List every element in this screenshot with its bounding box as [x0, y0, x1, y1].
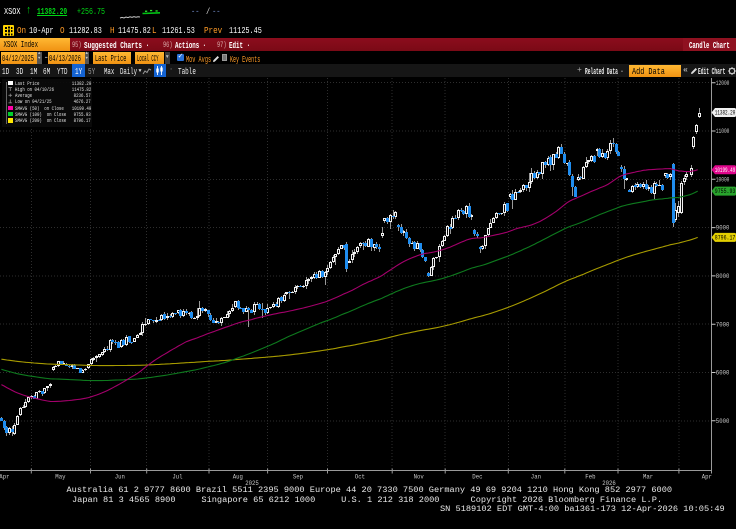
svg-text:Apr: Apr	[0, 474, 10, 481]
svg-text:May: May	[55, 474, 65, 481]
svg-text:Mar: Mar	[643, 474, 653, 481]
svg-text:Sep: Sep	[293, 474, 303, 481]
svg-text:5000: 5000	[716, 418, 730, 425]
svg-text:10199.49: 10199.49	[715, 167, 736, 174]
svg-text:7000: 7000	[716, 321, 730, 328]
svg-text:Jan: Jan	[531, 474, 541, 481]
svg-text:12000: 12000	[716, 80, 730, 87]
svg-text:2026: 2026	[602, 480, 616, 487]
svg-text:9755.93: 9755.93	[715, 188, 736, 195]
svg-text:Oct: Oct	[355, 474, 365, 481]
svg-text:Jun: Jun	[115, 474, 125, 481]
svg-text:Aug: Aug	[233, 474, 243, 481]
svg-text:Feb: Feb	[585, 474, 595, 481]
svg-text:Dec: Dec	[472, 474, 482, 481]
svg-text:8796.17: 8796.17	[715, 235, 736, 242]
svg-text:10000: 10000	[716, 176, 730, 183]
svg-text:Jul: Jul	[172, 474, 182, 481]
svg-text:6000: 6000	[716, 370, 730, 377]
svg-text:9000: 9000	[716, 225, 730, 232]
svg-text:11000: 11000	[716, 128, 730, 135]
svg-text:8000: 8000	[716, 273, 730, 280]
svg-text:Apr: Apr	[702, 474, 712, 481]
svg-text:Nov: Nov	[414, 474, 424, 481]
svg-text:11382.20: 11382.20	[715, 110, 736, 117]
svg-text:2025: 2025	[245, 480, 259, 487]
